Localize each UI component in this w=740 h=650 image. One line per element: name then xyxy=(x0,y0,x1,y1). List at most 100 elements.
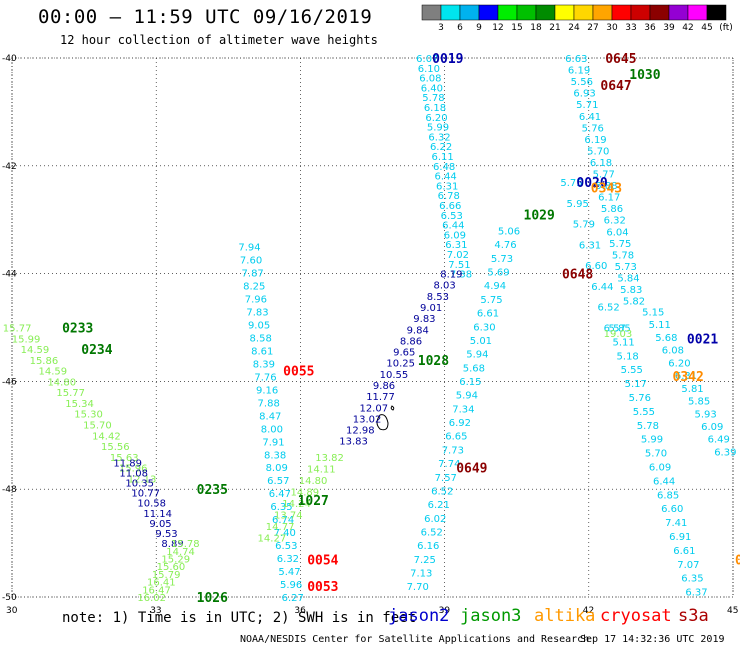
swh-value: 6.52 xyxy=(431,486,453,497)
scale-label-27: 27 xyxy=(587,23,599,33)
scale-label-18: 18 xyxy=(530,23,542,33)
scale-label-30: 30 xyxy=(606,23,618,33)
swh-value: 15.96 xyxy=(119,464,148,475)
swh-value: 6.32 xyxy=(428,132,450,143)
legend-jason3: jason3 xyxy=(460,606,522,626)
swh-value: 8.53 xyxy=(427,292,449,303)
legend-s3a: s3a xyxy=(678,606,709,626)
swh-value: 7.96 xyxy=(245,295,267,306)
swh-value: 11.77 xyxy=(366,392,395,403)
swh-value: 9.05 xyxy=(248,321,270,332)
swh-value: 5.77 xyxy=(593,170,615,181)
pass-time-label: 1030 xyxy=(629,68,660,83)
swh-value: 13.02 xyxy=(353,414,382,425)
swh-value: 5.56 xyxy=(571,77,593,88)
swh-value: 5.18 xyxy=(617,351,639,362)
swh-value: 14.27 xyxy=(258,534,287,545)
swh-value: 8.09 xyxy=(266,463,288,474)
swh-value: 6.21 xyxy=(428,500,450,511)
swh-value: 7.74 xyxy=(438,459,460,470)
pass-time-label: 0342 xyxy=(673,370,704,385)
swh-value: 14.59 xyxy=(39,367,68,378)
swh-value: 9.53 xyxy=(155,529,177,540)
swh-value: 6.17 xyxy=(598,193,620,204)
lon-label: 39 xyxy=(439,606,451,616)
pass-time-label: 0053 xyxy=(307,580,338,595)
swh-value: 5.47 xyxy=(278,567,300,578)
scale-swatch-27 xyxy=(573,4,594,21)
swh-value: 5.93 xyxy=(695,409,717,420)
pass-time-label: 0645 xyxy=(605,52,636,67)
pass-time-label: 1027 xyxy=(298,494,329,509)
scale-swatch-45 xyxy=(687,4,708,21)
swh-value: 8.58 xyxy=(250,333,272,344)
swh-value: 5.76 xyxy=(629,393,651,404)
swh-value: 8.47 xyxy=(259,411,281,422)
scale-label-33: 33 xyxy=(625,23,637,33)
scale-label-45: 45 xyxy=(701,23,713,33)
color-scale-bar xyxy=(421,4,727,21)
swh-value: 6.09 xyxy=(444,230,466,241)
swh-value: 7.94 xyxy=(238,243,260,254)
swh-value: 6.44 xyxy=(653,476,675,487)
swh-value: 7.73 xyxy=(442,445,464,456)
scale-label-24: 24 xyxy=(568,23,580,33)
swh-value: 8.39 xyxy=(253,359,275,370)
swh-value: 5.73 xyxy=(491,254,513,265)
scale-swatch-39 xyxy=(649,4,670,21)
swh-value: 9.84 xyxy=(407,325,429,336)
swh-value: 8.89 xyxy=(161,539,183,550)
pass-time-label: 0233 xyxy=(62,322,93,337)
swh-value: 15.77 xyxy=(56,388,85,399)
pass-time-label: 0647 xyxy=(600,79,631,94)
swh-value: 6.15 xyxy=(459,377,481,388)
swh-value: 8.86 xyxy=(400,336,422,347)
swh-value: 5.70 xyxy=(645,449,667,460)
pass-time-label: 1029 xyxy=(524,208,555,223)
swh-value: 6.57 xyxy=(604,324,626,335)
swh-value: 6.19 xyxy=(568,66,590,77)
swh-value: 11.08 xyxy=(119,468,148,479)
swh-value: 13.82 xyxy=(315,453,344,464)
scale-swatch-15 xyxy=(497,4,518,21)
swh-value: 9.01 xyxy=(420,303,442,314)
lon-label: 36 xyxy=(294,606,306,616)
swh-value: 15.63 xyxy=(110,453,139,464)
swh-value: 6.35 xyxy=(270,502,292,513)
swh-value: 6.31 xyxy=(579,240,601,251)
swh-value: 5.79 xyxy=(573,220,595,231)
swh-value: 5.11 xyxy=(649,320,671,331)
swh-value: 5.81 xyxy=(681,384,703,395)
swh-value: 15.99 xyxy=(12,334,41,345)
swh-value: 14.80 xyxy=(47,377,76,388)
swh-value: 6.10 xyxy=(418,64,440,75)
swh-value: 6.19 xyxy=(584,135,606,146)
swh-value: 12.07 xyxy=(359,403,388,414)
lat-label: -44 xyxy=(2,270,17,280)
swh-value: 6.44 xyxy=(435,172,457,183)
pass-time-label: 0055 xyxy=(283,365,314,380)
swh-value: 13.83 xyxy=(339,437,368,448)
scale-label-6: 6 xyxy=(457,23,463,33)
swh-value: 15.70 xyxy=(83,421,112,432)
swh-value: 9.65 xyxy=(393,348,415,359)
swh-value: 5.99 xyxy=(641,435,663,446)
swh-value: 7.70 xyxy=(407,582,429,593)
map-grid xyxy=(11,57,734,598)
swh-value: 7.51 xyxy=(448,260,470,271)
swh-value: 5.75 xyxy=(609,239,631,250)
scale-label-21: 21 xyxy=(549,23,561,33)
lon-label: 42 xyxy=(583,606,594,616)
swh-value: 9.16 xyxy=(256,385,278,396)
swh-value: 6.53 xyxy=(441,211,463,222)
swh-value: 6.11 xyxy=(431,152,453,163)
scale-swatch-12 xyxy=(478,4,499,21)
swh-value: 11.89 xyxy=(113,458,142,469)
swh-value: 15.30 xyxy=(74,410,103,421)
swh-value: 6.44 xyxy=(442,221,464,232)
swh-value: 6.16 xyxy=(417,541,439,552)
swh-value: 5.71 xyxy=(576,100,598,111)
swh-value: 5.15 xyxy=(642,307,664,318)
swh-value: 6.37 xyxy=(685,588,707,599)
lat-label: -40 xyxy=(2,54,17,64)
